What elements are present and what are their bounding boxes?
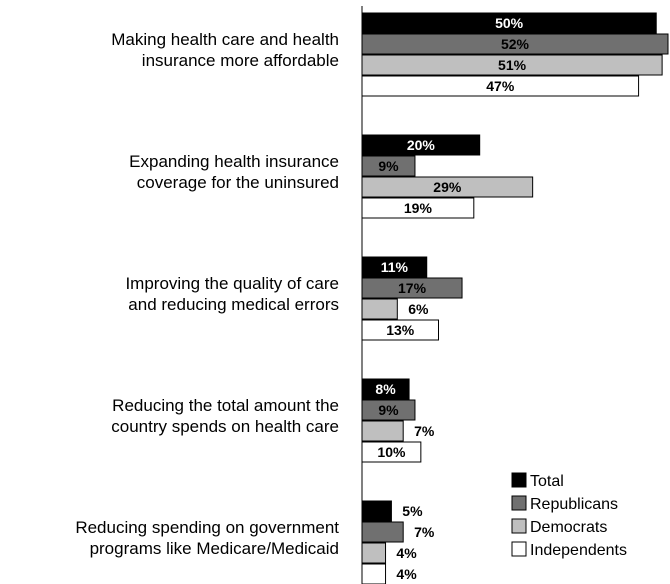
bar-total — [361, 500, 392, 522]
data-label: 11% — [381, 259, 409, 275]
category-label: programs like Medicare/Medicaid — [90, 539, 339, 558]
legend-swatch-independents — [511, 541, 527, 557]
bar-total — [361, 256, 428, 278]
category-label: Reducing the total amount the — [112, 396, 339, 415]
data-label: 29% — [433, 179, 462, 195]
category-label: country spends on health care — [111, 417, 339, 436]
bars-layer: 50% 52% 51% 47% 20% 9% 29%19% 11% 17% 6% 13% 8% 9% 7%… — [361, 6, 669, 584]
bar-democrats — [361, 176, 534, 198]
data-label: 19% — [404, 200, 433, 216]
data-label: 4% — [396, 566, 417, 582]
bar-independents — [361, 197, 475, 219]
bar-total — [361, 12, 657, 34]
bar-republicans — [361, 399, 416, 421]
bar-independents — [361, 75, 640, 97]
bar-republicans — [361, 33, 669, 55]
data-label: 5% — [402, 503, 423, 519]
data-label: 52% — [501, 36, 530, 52]
bar-democrats — [361, 298, 398, 320]
bar-democrats — [361, 420, 404, 442]
category-label: insurance more affordable — [142, 51, 339, 70]
bar-republicans — [361, 521, 404, 543]
data-label: 8% — [375, 381, 396, 397]
data-label: 13% — [386, 322, 415, 338]
data-label: 4% — [396, 545, 417, 561]
category-label: Improving the quality of care — [125, 274, 339, 293]
data-label: 10% — [377, 444, 406, 460]
bar-independents — [361, 563, 387, 584]
data-label: 6% — [408, 301, 429, 317]
category-label: coverage for the uninsured — [137, 173, 339, 192]
legend-label: Republicans — [530, 496, 618, 513]
data-label: 51% — [498, 57, 527, 73]
category-label: and reducing medical errors — [128, 295, 339, 314]
bar-republicans — [361, 277, 463, 299]
category-labels: Making health care and health insurance m… — [75, 30, 339, 558]
data-label: 20% — [407, 137, 436, 153]
bar-democrats — [361, 54, 663, 76]
bar-total — [361, 378, 410, 400]
category-label: Expanding health insurance — [129, 152, 339, 171]
data-label: 50% — [495, 15, 524, 31]
data-label: 7% — [414, 423, 435, 439]
legend-swatch-total — [511, 472, 527, 488]
bar-republicans — [361, 155, 416, 177]
data-label: 9% — [378, 402, 399, 418]
legend-label: Total — [530, 473, 564, 490]
data-label: 47% — [486, 78, 515, 94]
category-label: Making health care and health — [111, 30, 339, 49]
bar-independents — [361, 441, 422, 463]
legend-swatch-republicans — [511, 495, 527, 511]
legend-label: Independents — [530, 542, 627, 559]
bar-independents — [361, 319, 439, 341]
category-label: Reducing spending on government — [75, 518, 339, 537]
bar-total — [361, 134, 481, 156]
legend-swatch-democrats — [511, 518, 527, 534]
legend: Total Republicans Democrats Independents — [511, 472, 627, 559]
data-label: 7% — [414, 524, 435, 540]
bar-democrats — [361, 542, 387, 564]
data-label: 17% — [398, 280, 427, 296]
data-label: 9% — [378, 158, 399, 174]
legend-label: Democrats — [530, 519, 607, 536]
